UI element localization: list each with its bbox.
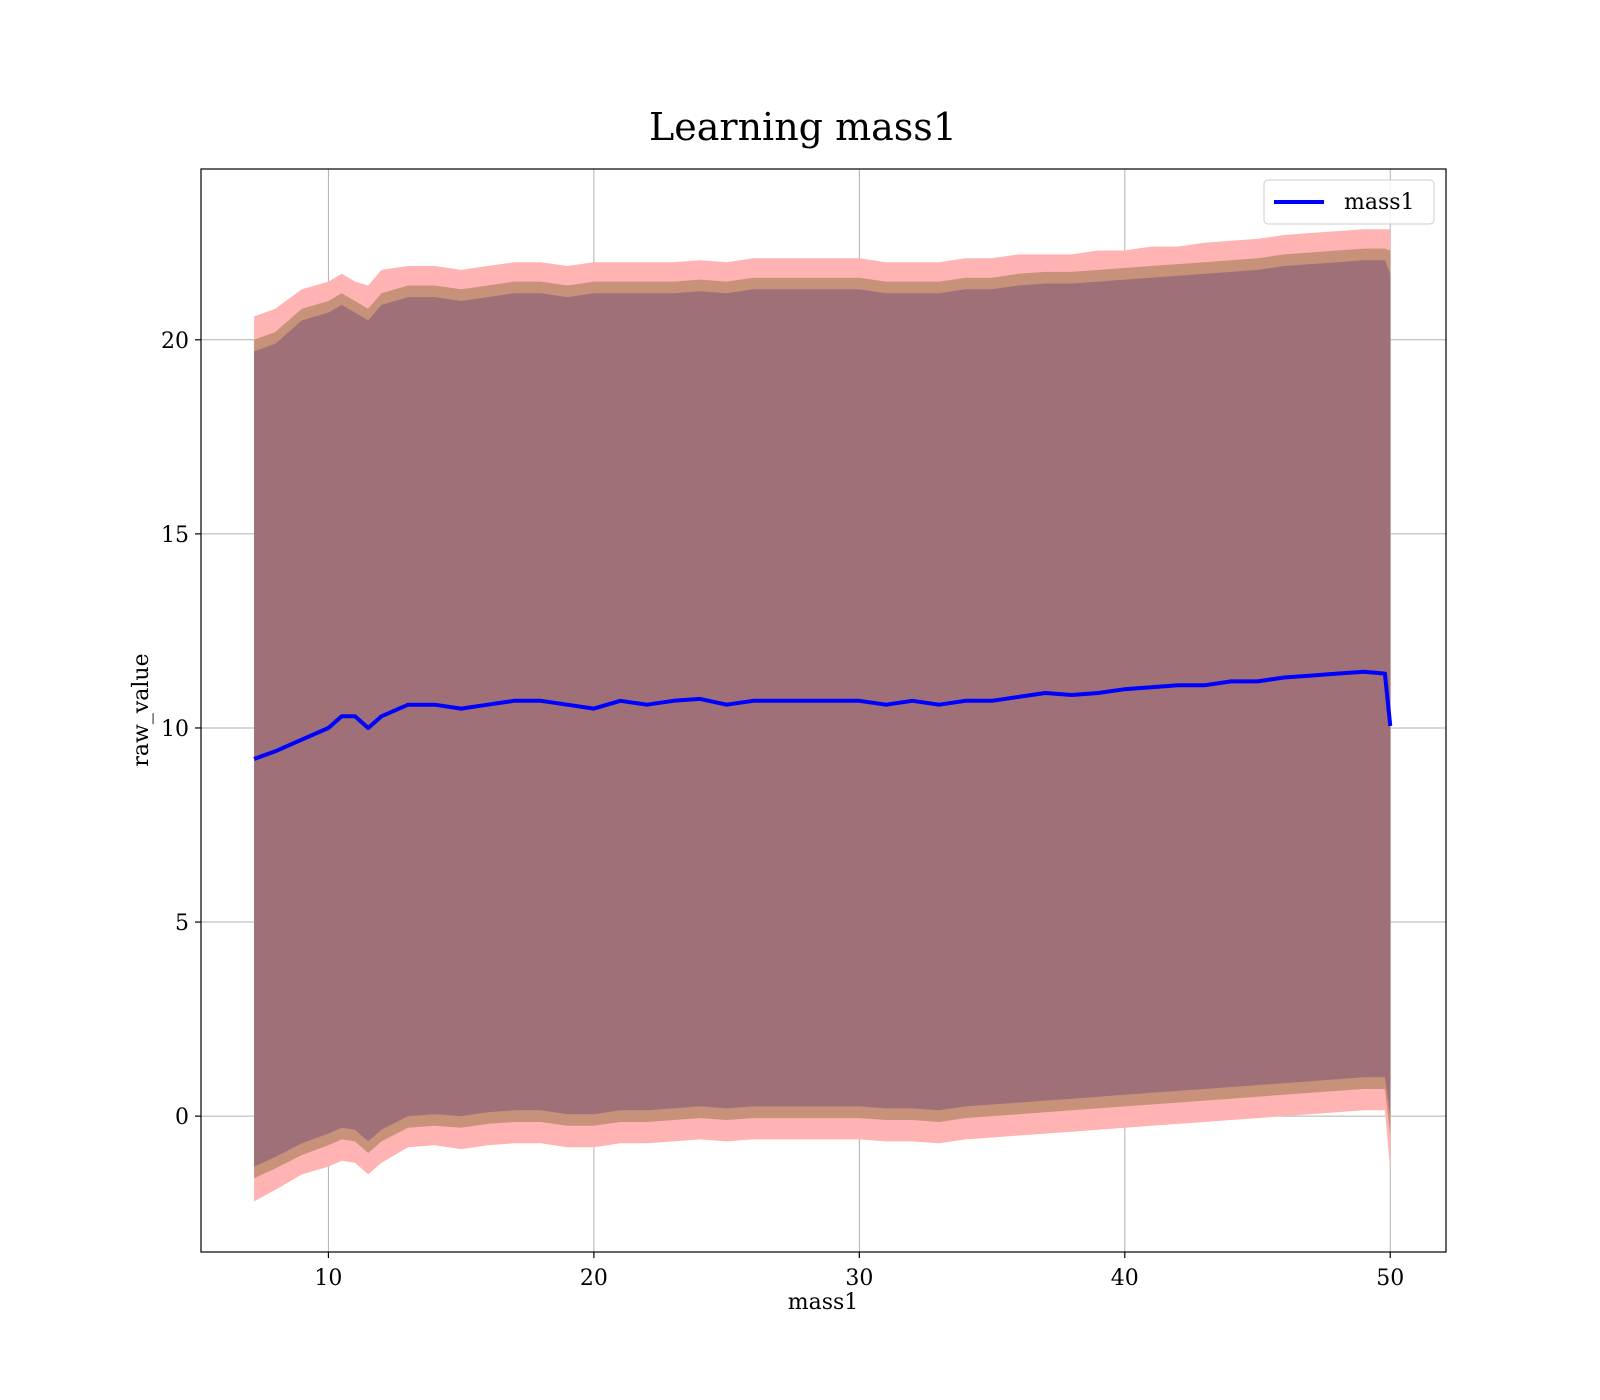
legend: mass1 bbox=[1263, 179, 1435, 225]
y-axis-label: raw_value bbox=[129, 653, 154, 766]
confidence-bands bbox=[254, 229, 1391, 1202]
chart-title: Learning mass1 bbox=[649, 105, 957, 149]
plot-frame bbox=[200, 168, 1447, 1253]
series-lines bbox=[253, 669, 1393, 761]
y-tick-label: 0 bbox=[175, 1105, 189, 1130]
y-tick-label: 20 bbox=[161, 329, 189, 354]
y-tick-label: 5 bbox=[175, 911, 189, 936]
y-tick-label: 15 bbox=[161, 523, 189, 548]
series-line-mass1 bbox=[253, 669, 1393, 761]
legend-label: mass1 bbox=[1344, 190, 1415, 215]
y-tick-label: 10 bbox=[161, 717, 189, 742]
x-tick-label: 40 bbox=[1111, 1266, 1139, 1291]
band-inner bbox=[254, 260, 1391, 1167]
x-tick-label: 10 bbox=[314, 1266, 342, 1291]
axis-ticks: 10 20 30 40 50 0 5 10 15 20 bbox=[161, 329, 1404, 1291]
x-tick-label: 30 bbox=[845, 1266, 873, 1291]
x-axis-label: mass1 bbox=[788, 1290, 859, 1315]
x-tick-label: 20 bbox=[580, 1266, 608, 1291]
legend-box bbox=[1263, 179, 1435, 225]
x-tick-label: 50 bbox=[1376, 1266, 1404, 1291]
